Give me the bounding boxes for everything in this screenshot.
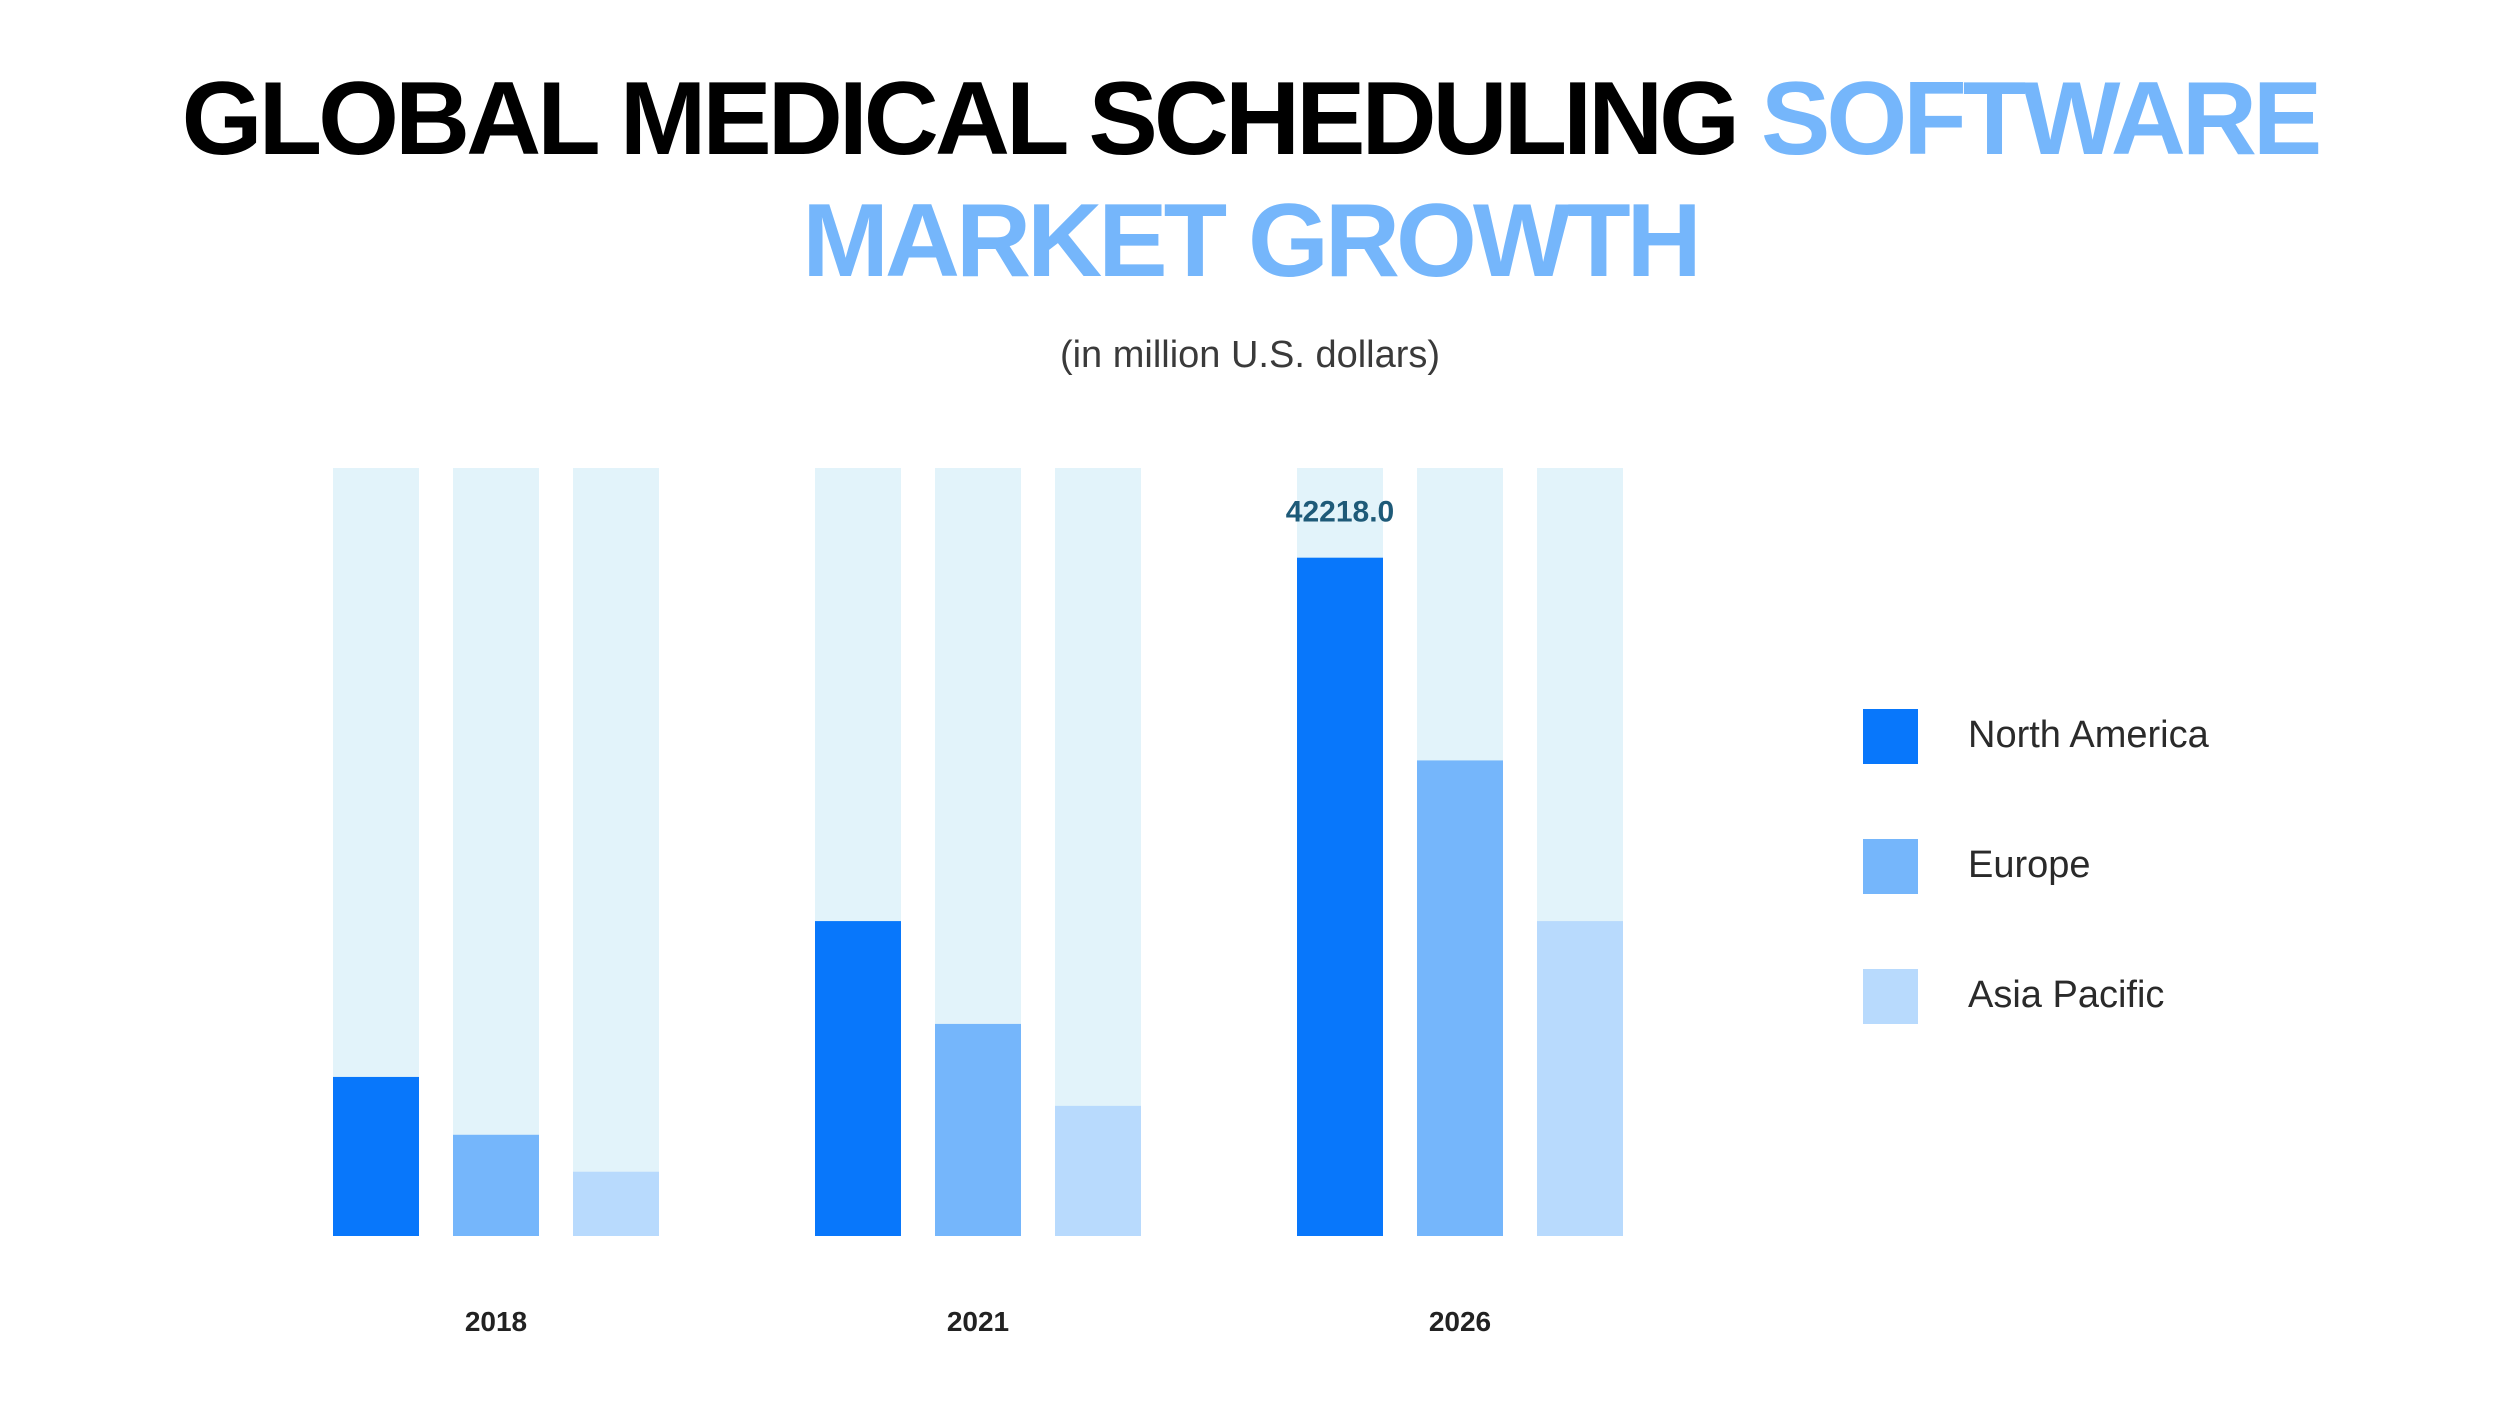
legend-label: Asia Pacific (1968, 974, 2164, 1016)
legend-swatch (1863, 709, 1918, 764)
chart-title: GLOBAL MEDICAL SCHEDULING SOFTWARE MARKE… (0, 58, 2500, 302)
bar (1417, 760, 1503, 1236)
data-label: 42218.0 (1286, 496, 1394, 529)
bars-layer (333, 468, 1623, 1236)
bar (1537, 921, 1623, 1236)
chart-title-accent: SOFTWARE MARKET GROWTH (802, 61, 2322, 299)
labels-layer: 2018 2021 2026 42218.0 (465, 496, 1491, 1337)
legend-label: North America (1968, 714, 2210, 756)
bar (815, 921, 901, 1236)
x-tick-label: 2018 (465, 1306, 527, 1337)
bar (333, 1076, 419, 1236)
bar (573, 1171, 659, 1236)
legend-label: Europe (1968, 844, 2091, 886)
bar-track (453, 468, 539, 1236)
bar (1055, 1105, 1141, 1236)
x-tick-label: 2026 (1429, 1306, 1491, 1337)
legend: North America Europe Asia Pacific (1863, 709, 2210, 1024)
legend-swatch (1863, 969, 1918, 1024)
bar-track (573, 468, 659, 1236)
chart-subtitle: (in million U.S. dollars) (1059, 334, 1441, 376)
x-tick-label: 2021 (947, 1306, 1009, 1337)
legend-swatch (1863, 839, 1918, 894)
bar (1297, 557, 1383, 1236)
bar (935, 1023, 1021, 1236)
chart-title-dark: GLOBAL MEDICAL SCHEDULING (181, 61, 1740, 177)
bar (453, 1134, 539, 1236)
